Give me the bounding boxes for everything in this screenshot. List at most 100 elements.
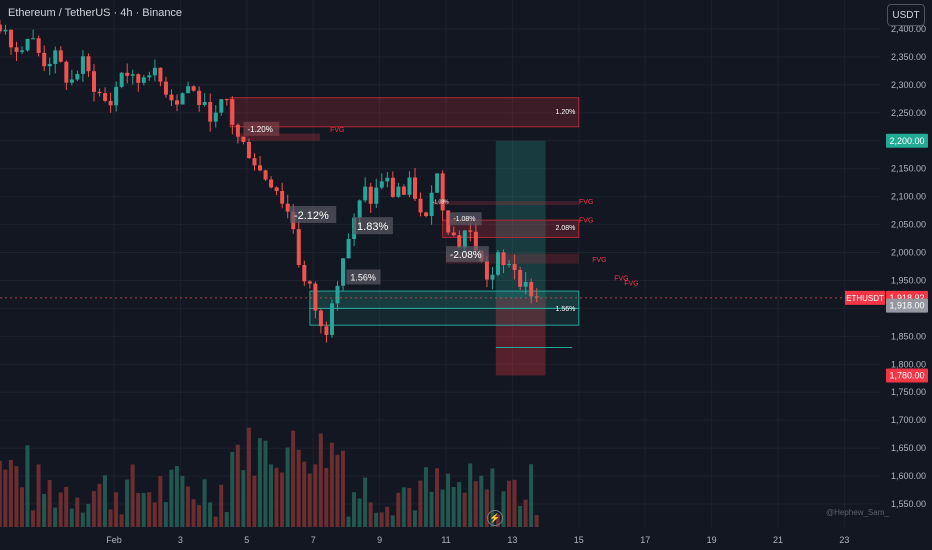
candle-body [108,100,113,106]
volume-bar [257,438,262,527]
volume-bar [169,469,174,527]
volume-bar [19,487,24,527]
candle-body [507,263,512,266]
volume-bar [136,492,141,527]
candle-body [58,50,63,62]
candle-body [252,158,257,166]
fvg-label: FVG [614,275,628,282]
volume-bar [418,480,423,527]
volume-bar [429,491,434,527]
candle-body [490,274,495,280]
volume-bar [47,480,52,527]
candle-body [80,56,85,74]
volume-bar [180,475,185,527]
volume-bar [36,464,41,527]
volume-bar [241,470,246,527]
candle-body [385,177,390,182]
pct-label: 1.83% [357,221,388,233]
candle-body [341,258,346,286]
x-tick-label: 21 [773,535,783,545]
x-tick-label: Feb [106,535,122,545]
candle-body [163,81,168,95]
candle-body [523,282,528,287]
candle-body [8,29,13,48]
volume-bar [163,502,168,527]
volume-bar [473,481,478,527]
candle-body [92,71,97,92]
candle-body [224,99,229,101]
tp-price-marker: 2,200.00 [889,136,924,146]
volume-bar [14,466,19,527]
candle-body [407,177,412,195]
volume-bar [274,467,279,527]
volume-bar [357,498,362,527]
y-tick-label: 1,850.00 [891,331,926,341]
candle-body [534,296,539,298]
pct-label-bg [346,269,381,285]
candle-body [136,74,141,83]
volume-bar [407,487,412,527]
volume-bar [285,447,290,527]
volume-bar [501,491,506,527]
lightning-icon[interactable]: ⚡ [487,510,503,526]
volume-bar [185,486,190,527]
volume-bar [280,472,285,527]
candle-body [191,86,196,91]
volume-bar [423,467,428,527]
volume-bar [219,484,224,527]
volume-bar [529,464,534,527]
candle-body [379,181,384,188]
volume-bar [174,466,179,527]
y-tick-label: 2,350.00 [891,52,926,62]
volume-bar [235,444,240,527]
candle-body [302,264,307,282]
candle-body [468,230,473,232]
x-tick-label: 5 [244,535,249,545]
pct-label-bg [243,121,280,136]
y-tick-label: 2,250.00 [891,108,926,118]
volume-bar [246,427,251,527]
volume-bar [484,489,489,527]
candle-body [412,177,417,199]
candle-body [86,56,91,72]
volume-bar [307,473,312,527]
candle-body [313,283,318,311]
candle-body [363,186,368,201]
candle-body [235,124,240,137]
volume-bar [230,451,235,527]
candle-body [114,86,119,106]
x-tick-label: 23 [839,535,849,545]
volume-bar [69,508,74,527]
candle-body [269,179,274,188]
candle-body [125,72,130,76]
volume-bar [352,492,357,527]
y-tick-label: 1,700.00 [891,415,926,425]
tp-price-marker-bg [886,133,928,148]
volume-bar [97,483,102,527]
volume-bar [379,512,384,527]
candle-body [97,91,102,94]
candle-body [457,235,462,248]
candle-body [64,61,69,83]
volume-bar [363,477,368,527]
volume-bar [86,503,91,527]
fvg-label: FVG [592,257,606,264]
volume-bar [125,479,130,527]
candle-body [246,141,251,159]
candle-body [263,170,268,180]
candle-body [0,24,2,32]
volume-bar [263,440,268,527]
volume-bar [114,492,119,527]
x-tick-label: 19 [707,535,717,545]
currency-button[interactable]: USDT [887,4,925,26]
volume-bar [506,480,511,527]
candle-body [213,112,218,122]
price-marker: 1,918.00 [889,301,924,311]
symbol-tag: ETHUSDT [846,294,884,303]
volume-bar [412,510,417,527]
candle-body [285,203,290,212]
y-tick-label: 1,750.00 [891,387,926,397]
price-marker-bg [886,298,928,313]
x-tick-label: 3 [178,535,183,545]
